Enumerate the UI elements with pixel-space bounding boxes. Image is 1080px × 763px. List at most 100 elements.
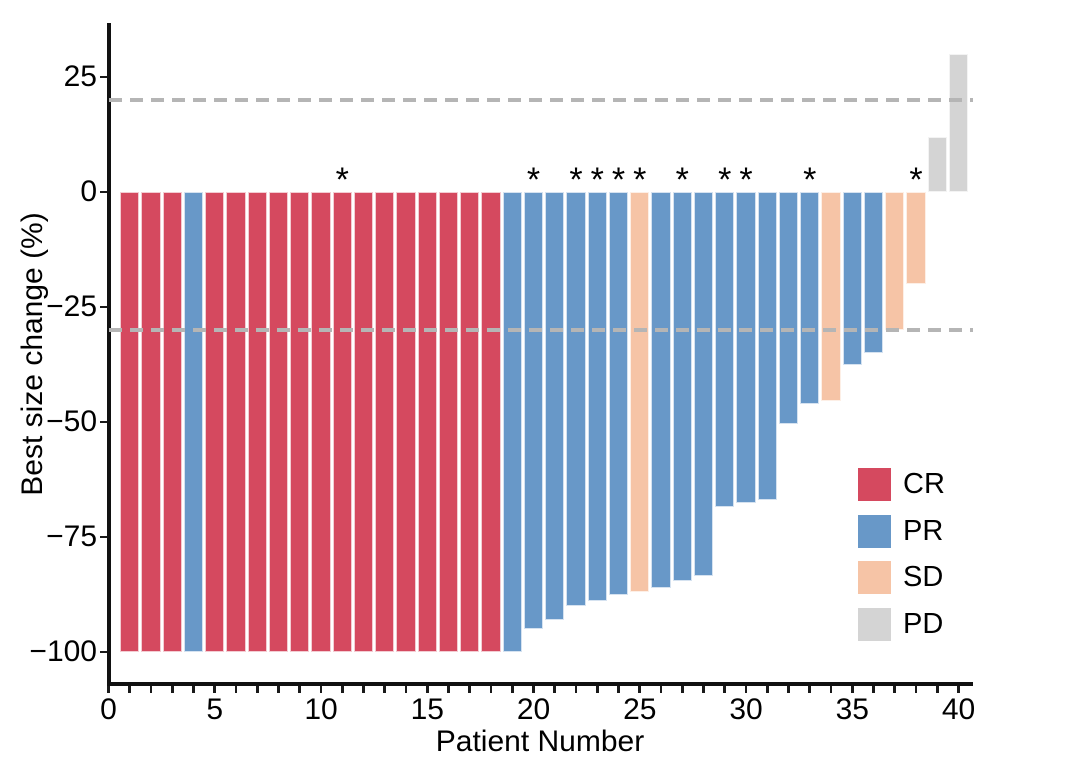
- x-tick-29: [723, 685, 727, 694]
- x-tick-20: [532, 685, 535, 694]
- sd-color-swatch: [858, 561, 891, 594]
- pr-color-swatch: [858, 514, 891, 548]
- x-tick-7: [255, 685, 259, 694]
- x-tick-33: [808, 685, 812, 694]
- bar-patient-18: [481, 192, 501, 652]
- x-tick-26: [659, 685, 663, 694]
- x-tick-23: [595, 685, 599, 694]
- x-tick-9: [298, 685, 302, 694]
- x-tick-3: [170, 685, 174, 694]
- x-tick-label-5: 5: [206, 693, 224, 726]
- star-patient-20: *: [526, 161, 541, 199]
- bar-patient-20: [523, 192, 544, 629]
- dashed-reference-line-plus20: [109, 98, 973, 102]
- bar-patient-33: [800, 192, 820, 404]
- bar-patient-6: [226, 192, 246, 652]
- bar-patient-5: [205, 192, 225, 652]
- cr-color-swatch: [858, 468, 891, 501]
- x-tick-40: [957, 685, 960, 694]
- x-tick-15: [425, 685, 429, 694]
- star-patient-25: *: [633, 161, 647, 199]
- y-tick-label--100: −100: [29, 635, 97, 668]
- y-tick--100: [99, 650, 108, 654]
- y-axis-title: Best size change (%): [16, 212, 49, 496]
- star-patient-33: *: [803, 161, 817, 199]
- bar-patient-26: [651, 192, 671, 588]
- legend-label-sd: SD: [903, 561, 944, 593]
- bar-patient-23: [587, 192, 607, 602]
- x-tick-21: [553, 685, 557, 694]
- x-tick-label-30: 30: [729, 693, 763, 726]
- x-tick-0: [107, 685, 110, 694]
- y-tick--50: [99, 420, 108, 424]
- bar-patient-27: [672, 192, 692, 581]
- bar-patient-37: [885, 192, 905, 330]
- dashed-reference-line-minus30: [109, 328, 973, 332]
- x-tick-22: [574, 685, 578, 694]
- x-tick-17: [468, 685, 472, 694]
- bar-patient-13: [375, 192, 395, 652]
- bar-patient-40: [948, 54, 969, 192]
- bar-patient-31: [757, 192, 777, 501]
- star-patient-30: *: [739, 161, 753, 199]
- x-tick-25: [638, 685, 642, 694]
- y-tick-25: [99, 75, 108, 79]
- bar-patient-36: [863, 192, 884, 353]
- x-tick-39: [935, 685, 939, 694]
- x-tick-6: [234, 685, 238, 694]
- bar-patient-21: [545, 192, 565, 620]
- star-patient-11: *: [335, 161, 349, 199]
- x-tick-11: [340, 685, 344, 694]
- x-tick-16: [447, 685, 450, 694]
- x-tick-37: [893, 685, 897, 694]
- bar-patient-34: [821, 192, 841, 402]
- bar-patient-30: [736, 192, 756, 503]
- bar-patient-12: [353, 192, 374, 652]
- bar-patient-25: [630, 192, 650, 593]
- bar-patient-22: [566, 192, 586, 606]
- x-tick-24: [617, 685, 620, 694]
- bar-patient-14: [396, 192, 416, 652]
- bar-patient-7: [247, 192, 267, 652]
- x-tick-label-20: 20: [516, 693, 551, 726]
- x-tick-1: [128, 685, 132, 694]
- x-tick-12: [362, 685, 365, 694]
- x-tick-5: [213, 685, 217, 694]
- x-tick-label-25: 25: [623, 693, 657, 726]
- star-patient-29: *: [718, 161, 732, 199]
- legend-label-pr: PR: [903, 514, 944, 547]
- y-tick--75: [99, 535, 108, 539]
- bar-patient-35: [842, 192, 862, 365]
- x-tick-13: [383, 685, 387, 694]
- bar-patient-10: [311, 192, 331, 652]
- y-tick-label--50: −50: [46, 405, 97, 438]
- bar-patient-28: [693, 192, 714, 577]
- y-tick-label-0: 0: [80, 175, 97, 208]
- star-patient-38: *: [909, 161, 923, 199]
- pd-color-swatch: [858, 607, 891, 641]
- x-tick-28: [702, 685, 705, 694]
- x-tick-32: [787, 685, 790, 694]
- bar-patient-29: [715, 192, 735, 508]
- x-tick-35: [850, 685, 854, 694]
- bar-patient-9: [290, 192, 310, 652]
- y-tick-label-25: 25: [63, 60, 97, 93]
- bar-patient-38: [906, 192, 926, 284]
- x-tick-14: [404, 685, 408, 694]
- x-tick-38: [914, 685, 918, 694]
- y-tick-label--75: −75: [46, 520, 97, 553]
- star-patient-24: *: [611, 161, 626, 199]
- bar-patient-11: [332, 192, 352, 652]
- star-patient-23: *: [590, 161, 604, 199]
- x-tick-label-15: 15: [410, 693, 444, 726]
- x-tick-label-35: 35: [835, 693, 869, 726]
- x-tick-27: [680, 685, 684, 694]
- x-tick-31: [765, 685, 769, 694]
- bar-patient-15: [417, 192, 437, 652]
- star-patient-22: *: [569, 161, 583, 199]
- x-tick-19: [510, 685, 514, 694]
- y-tick--25: [99, 305, 108, 309]
- y-tick-0: [99, 190, 108, 194]
- bar-patient-39: [927, 136, 947, 192]
